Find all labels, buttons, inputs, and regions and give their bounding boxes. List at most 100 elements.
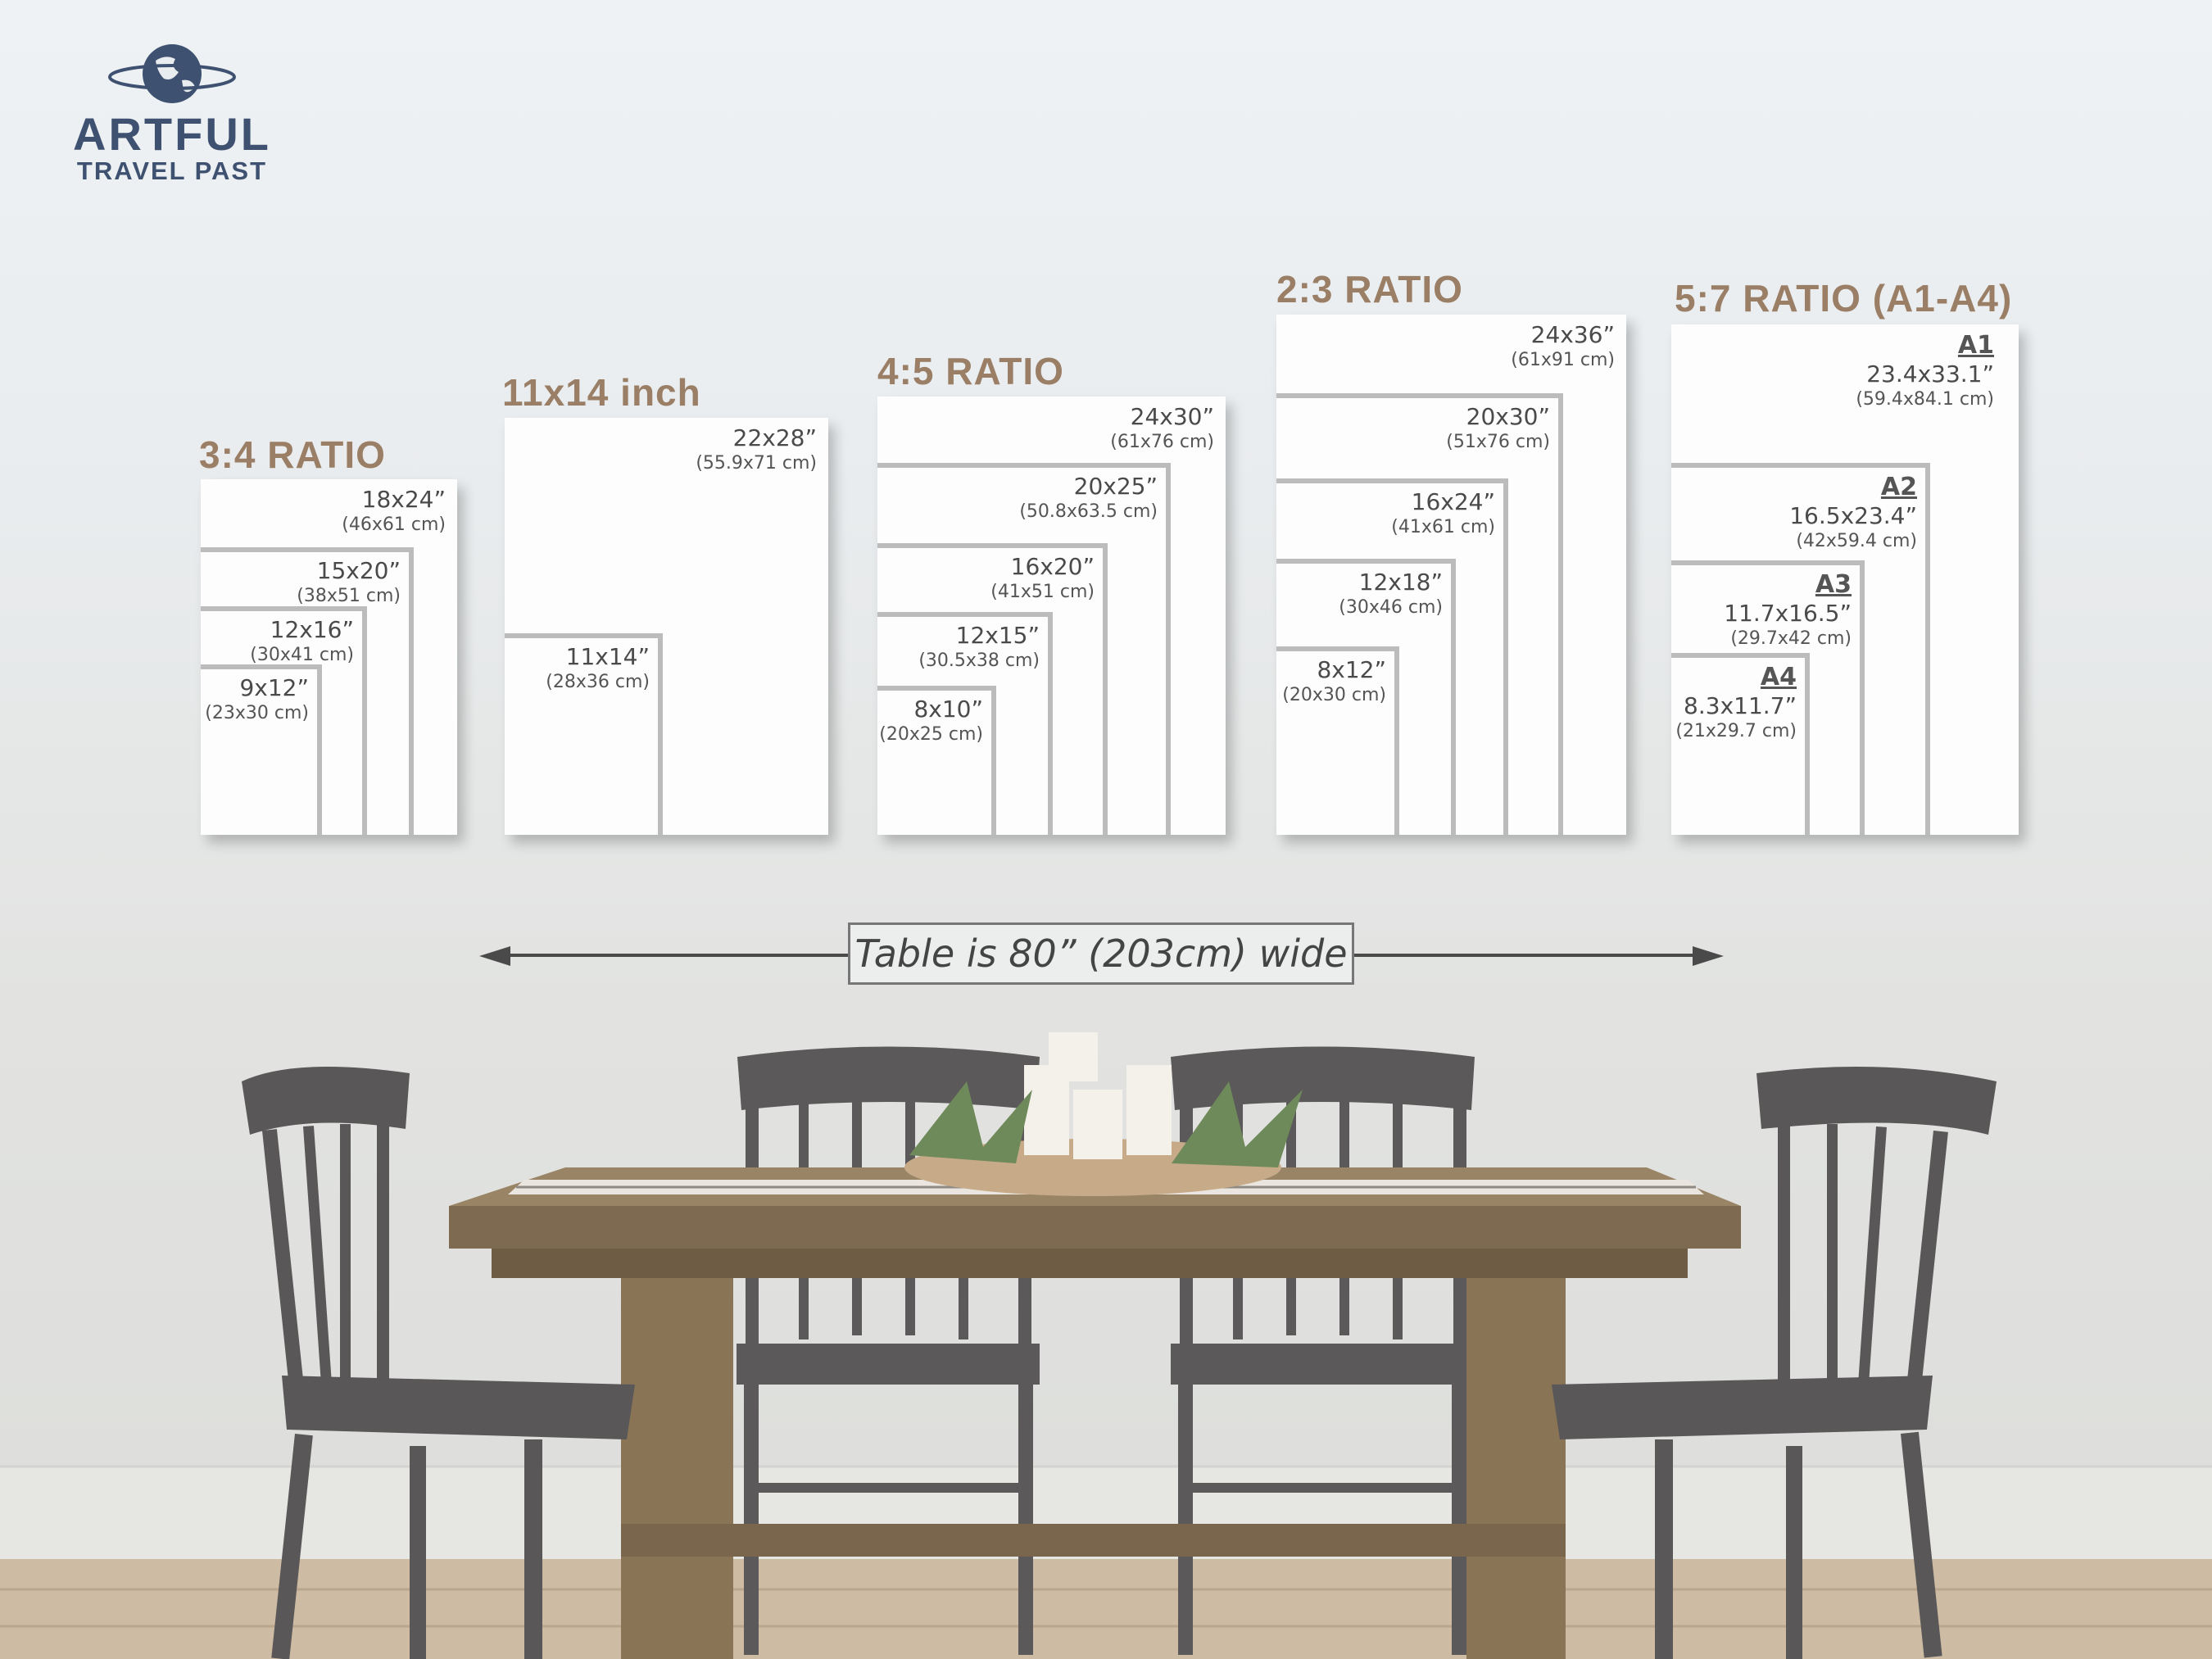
size-label: 12x16” (30x41 cm) [250, 616, 354, 667]
group-title-2-3: 2:3 RATIO [1276, 268, 1463, 310]
size-label: 16x20” (41x51 cm) [990, 553, 1095, 604]
size-label: 22x28” (55.9x71 cm) [696, 424, 817, 475]
frame-group-4-5: 24x30” (61x76 cm) 20x25” (50.8x63.5 cm) 16… [877, 397, 1226, 835]
size-inches: 8x12” [1317, 656, 1386, 683]
size-inches: 20x25” [1073, 473, 1158, 500]
size-inches: 11.7x16.5” [1724, 600, 1852, 627]
size-code: A2 [1880, 473, 1917, 501]
dining-table [449, 1032, 1741, 1659]
size-inches: 23.4x33.1” [1866, 360, 1994, 388]
frame-group-5-7: A1 23.4x33.1” (59.4x84.1 cm) A2 16.5x23.4”(… [1671, 324, 2019, 835]
size-cm: (38x51 cm) [297, 586, 401, 606]
arrow-right-line [1354, 954, 1708, 957]
group-title-4-5: 4:5 RATIO [877, 350, 1064, 392]
size-inches: 8x10” [913, 696, 983, 723]
size-cm: (41x51 cm) [990, 582, 1095, 602]
size-code: A3 [1815, 570, 1852, 599]
size-inches: 18x24” [361, 486, 446, 513]
chair-front-right [1552, 1067, 1997, 1659]
size-label: 24x36” (61x91 cm) [1511, 321, 1615, 372]
size-cm: (30x41 cm) [250, 645, 354, 665]
size-inches: 22x28” [732, 424, 817, 451]
size-cm: (51x76 cm) [1446, 432, 1550, 452]
size-cm: (30x46 cm) [1339, 597, 1443, 618]
arrow-left-icon [479, 946, 510, 966]
size-inches: 12x15” [955, 622, 1040, 649]
size-inches: 20x30” [1466, 403, 1550, 430]
chair-back-right [1171, 1046, 1475, 1655]
frame-group-2-3: 24x36” (61x91 cm) 20x30” (51x76 cm) 16x24”… [1276, 315, 1626, 835]
arrow-left-line [492, 954, 848, 957]
frame-12x18: 12x18” (30x46 cm) [1276, 559, 1456, 835]
frame-group-11x14: 22x28” (55.9x71 cm) 11x14” (28x36 cm) [505, 418, 828, 835]
frame-a4: A4 8.3x11.7” (21x29.7 cm) [1671, 653, 1810, 835]
size-label: 18x24” (46x61 cm) [342, 486, 446, 537]
size-cm: (59.4x84.1 cm) [1856, 389, 1994, 410]
size-label: 12x15” (30.5x38 cm) [918, 622, 1040, 673]
size-cm: (61x76 cm) [1110, 432, 1214, 452]
size-inches: 8.3x11.7” [1684, 692, 1797, 719]
size-cm: (61x91 cm) [1511, 350, 1615, 370]
frame-a2: A2 16.5x23.4” (42x59.4 cm) [1671, 463, 1930, 835]
frame-11x14: 11x14” (28x36 cm) [505, 633, 663, 835]
frame-16x24: 16x24” (41x61 cm) [1276, 478, 1508, 835]
brand-logo: ARTFUL TRAVEL PAST [49, 39, 295, 185]
size-cm: (42x59.4 cm) [1796, 531, 1917, 551]
size-cm: (55.9x71 cm) [696, 453, 817, 474]
size-inches: 12x18” [1358, 569, 1443, 596]
frame-16x20: 16x20” (41x51 cm) [877, 543, 1108, 835]
group-title-5-7: 5:7 RATIO (A1-A4) [1675, 277, 2013, 320]
size-label: A3 11.7x16.5” (29.7x42 cm) [1724, 570, 1852, 650]
size-cm: (29.7x42 cm) [1730, 628, 1852, 649]
size-inches: 24x36” [1530, 321, 1615, 348]
size-label: 8x12” (20x30 cm) [1282, 656, 1386, 707]
size-label: 12x18” (30x46 cm) [1339, 569, 1443, 619]
size-label: 8x10” (20x25 cm) [879, 696, 983, 746]
frame-15x20: 15x20” (38x51 cm) [201, 547, 414, 835]
size-label: 11x14” (28x36 cm) [546, 643, 650, 694]
size-inches: 16x24” [1411, 488, 1495, 515]
frame-20x25: 20x25” (50.8x63.5 cm) [877, 463, 1171, 835]
size-label: 20x30” (51x76 cm) [1446, 403, 1550, 454]
group-title-3-4: 3:4 RATIO [199, 433, 386, 476]
size-inches: 12x16” [270, 616, 354, 643]
wood-floor [0, 1559, 2212, 1659]
size-cm: (20x25 cm) [879, 724, 983, 745]
table-width-label: Table is 80” (203cm) wide [848, 922, 1354, 985]
frame-9x12: 9x12” (23x30 cm) [201, 664, 322, 835]
size-inches: 11x14” [565, 643, 650, 670]
size-cm: (30.5x38 cm) [918, 650, 1040, 671]
logo-line-2: TRAVEL PAST [76, 156, 268, 185]
size-inches: 24x30” [1130, 403, 1214, 430]
size-code: A4 [1760, 663, 1797, 691]
size-inches: 15x20” [316, 557, 401, 584]
size-label: 24x30” (61x76 cm) [1110, 403, 1214, 454]
size-cm: (21x29.7 cm) [1675, 721, 1797, 741]
size-label: A2 16.5x23.4” (42x59.4 cm) [1789, 473, 1917, 553]
size-label: 16x24” (41x61 cm) [1391, 488, 1495, 539]
logo-line-1: ARTFUL [73, 108, 271, 160]
size-label: 20x25” (50.8x63.5 cm) [1019, 473, 1158, 524]
chair-front-left [242, 1067, 635, 1659]
size-cm: (20x30 cm) [1282, 685, 1386, 705]
frame-group-3-4: 18x24” (46x61 cm) 15x20” (38x51 cm) 12x16”… [201, 479, 457, 835]
size-inches: 16x20” [1010, 553, 1095, 580]
size-cm: (28x36 cm) [546, 672, 650, 692]
size-cm: (23x30 cm) [205, 703, 309, 723]
size-cm: (46x61 cm) [342, 514, 446, 535]
group-title-11x14: 11x14 inch [502, 371, 701, 414]
frame-8x10: 8x10” (20x25 cm) [877, 686, 996, 835]
frame-12x16: 12x16” (30x41 cm) [201, 606, 367, 835]
frame-12x15: 12x15” (30.5x38 cm) [877, 612, 1053, 835]
size-label: 9x12” (23x30 cm) [205, 674, 309, 725]
arrow-right-icon [1693, 946, 1724, 966]
size-inches: 16.5x23.4” [1789, 502, 1917, 529]
size-cm: (41x61 cm) [1391, 517, 1495, 537]
globe-icon [108, 44, 236, 103]
size-label: 15x20” (38x51 cm) [297, 557, 401, 608]
frame-8x12: 8x12” (20x30 cm) [1276, 646, 1399, 835]
frame-20x30: 20x30” (51x76 cm) [1276, 393, 1563, 835]
size-code: A1 [1957, 331, 1994, 360]
size-label: A1 23.4x33.1” (59.4x84.1 cm) [1856, 331, 1994, 411]
